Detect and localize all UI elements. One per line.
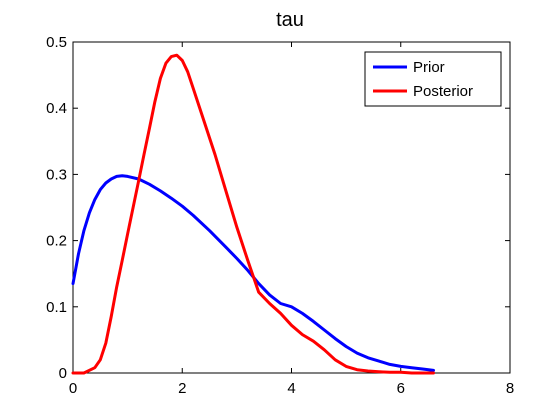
series-layer xyxy=(71,53,435,375)
x-tick-label: 2 xyxy=(178,380,186,397)
y-tick-label: 0 xyxy=(59,365,67,382)
series-line-posterior xyxy=(71,53,435,375)
x-tick-label: 0 xyxy=(69,380,77,397)
axis-ticks: 0 2 4 6 8 0 0.1 0.2 0.3 0.4 0.5 xyxy=(46,34,514,397)
x-tick-label: 6 xyxy=(397,380,405,397)
legend-label-prior: Prior xyxy=(413,59,445,76)
legend-label-posterior: Posterior xyxy=(413,83,473,100)
legend: Prior Posterior xyxy=(364,51,502,107)
series-line-prior xyxy=(71,174,435,372)
x-tick-label: 8 xyxy=(506,380,514,397)
y-tick-label: 0.1 xyxy=(46,299,67,316)
x-tick-label: 4 xyxy=(287,380,295,397)
chart-title: tau xyxy=(276,9,304,31)
legend-box xyxy=(364,51,502,107)
y-tick-label: 0.4 xyxy=(46,100,67,117)
y-tick-label: 0.5 xyxy=(46,34,67,51)
y-tick-label: 0.2 xyxy=(46,233,67,250)
y-tick-label: 0.3 xyxy=(46,166,67,183)
